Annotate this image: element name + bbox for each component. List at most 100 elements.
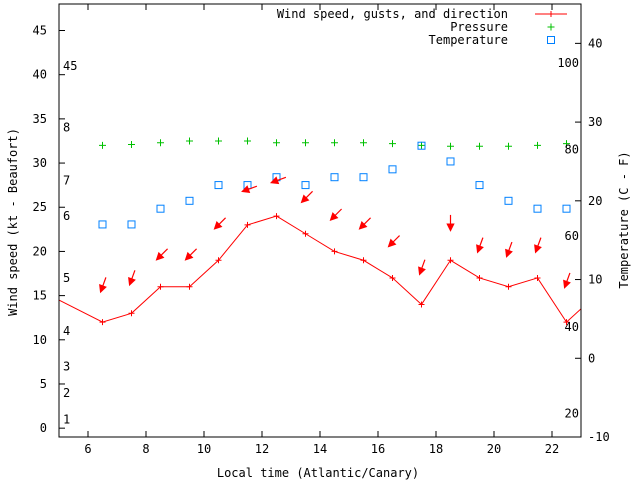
wind-direction-arrow (184, 248, 197, 261)
fahrenheit-label: 40 (565, 320, 579, 334)
wind-speed-point (360, 257, 367, 264)
legend-temperature-marker (547, 36, 555, 44)
wind-direction-arrow (300, 190, 313, 204)
wind-arrow-head (99, 284, 107, 294)
x-tick-label: 12 (255, 442, 269, 456)
wind-speed-point (534, 274, 541, 281)
x-tick-label: 16 (371, 442, 385, 456)
wind-arrow-head (241, 185, 251, 193)
y2-tick-label: 10 (588, 273, 602, 287)
x-tick-label: 18 (429, 442, 443, 456)
wind-arrow-head (387, 238, 397, 248)
wind-direction-arrow (476, 237, 484, 254)
fahrenheit-label: 80 (565, 143, 579, 157)
x-tick-label: 20 (487, 442, 501, 456)
x-tick-label: 6 (84, 442, 91, 456)
pressure-point (534, 141, 541, 149)
pressure-point (389, 140, 396, 148)
wind-direction-arrow (155, 248, 168, 261)
wind-arrow-head (418, 266, 426, 276)
pressure-point (244, 137, 251, 145)
temperature-point (388, 165, 397, 174)
pressure-point (186, 137, 193, 145)
wind-direction-arrow (387, 235, 400, 248)
temperature-point (156, 204, 165, 213)
x-axis-label: Local time (Atlantic/Canary) (217, 466, 419, 480)
wind-arrow-head (534, 244, 542, 254)
pressure-point (476, 142, 483, 150)
wind-speed-point (273, 213, 280, 220)
temperature-point (504, 196, 513, 205)
beaufort-label: 1 (63, 412, 70, 426)
y2-tick-label: 20 (588, 194, 602, 208)
pressure-point (563, 140, 570, 148)
y-tick-label: 0 (40, 421, 47, 435)
legend-label: Temperature (429, 33, 508, 47)
wind-speed-point (157, 283, 164, 290)
wind-speed-point (563, 319, 570, 326)
fahrenheit-label: 20 (565, 406, 579, 420)
wind-speed-point (476, 274, 483, 281)
pressure-point (447, 142, 454, 150)
y-tick-label: 10 (33, 333, 47, 347)
temperature-point (446, 157, 455, 166)
wind-speed-point (505, 283, 512, 290)
y-tick-label: 20 (33, 244, 47, 258)
y-tick-label: 30 (33, 156, 47, 170)
y2-tick-label: 0 (588, 351, 595, 365)
pressure-point (331, 139, 338, 147)
wind-arrow-head (213, 220, 223, 230)
wind-arrow-head (505, 248, 513, 258)
temperature-point (475, 181, 484, 190)
fahrenheit-label: 100 (557, 56, 579, 70)
wind-speed-point (418, 301, 425, 308)
wind-direction-arrow (505, 241, 513, 258)
pressure-point (128, 141, 135, 149)
x-tick-label: 14 (313, 442, 327, 456)
legend-wind-marker (548, 11, 554, 17)
temperature-point (562, 204, 571, 213)
wind-arrow-head (300, 194, 310, 204)
wind-direction-arrow (128, 270, 136, 287)
wind-direction-arrow (213, 217, 226, 230)
beaufort-label: 4 (63, 324, 70, 338)
wind-arrow-head (270, 176, 280, 185)
beaufort-label: 6 (63, 209, 70, 223)
wind-arrow-head (446, 223, 455, 232)
wind-speed-point (447, 257, 454, 264)
x-tick-label: 8 (142, 442, 149, 456)
y-tick-label: 45 (33, 24, 47, 38)
y-axis-label: Wind speed (kt - Beaufort) (6, 128, 20, 316)
wind-arrow-head (184, 251, 194, 261)
pressure-point (215, 137, 222, 145)
wind-speed-point (302, 230, 309, 237)
beaufort-label: 3 (63, 359, 70, 373)
wind-speed-point (215, 257, 222, 264)
wind-direction-arrow (534, 237, 542, 254)
temperature-point (185, 196, 194, 205)
y2-tick-label: 40 (588, 36, 602, 50)
wind-direction-arrow (270, 176, 287, 185)
y-tick-label: 15 (33, 289, 47, 303)
y2-tick-label: -10 (588, 430, 610, 444)
temperature-point (214, 181, 223, 190)
wind-direction-arrow (99, 277, 107, 294)
pressure-point (99, 141, 106, 149)
legend-pressure-marker (547, 23, 555, 31)
temperature-point (533, 204, 542, 213)
pressure-point (360, 139, 367, 147)
wind-arrow-head (358, 220, 368, 230)
wind-arrow-head (563, 279, 571, 289)
wind-arrow-head (329, 212, 339, 221)
x-tick-label: 10 (197, 442, 211, 456)
wind-speed-point (99, 319, 106, 326)
temperature-point (98, 220, 107, 229)
beaufort-label: 5 (63, 271, 70, 285)
legend-label: Wind speed, gusts, and direction (277, 7, 508, 21)
temperature-point (127, 220, 136, 229)
beaufort-label: 8 (63, 121, 70, 135)
wind-direction-arrow (329, 208, 342, 221)
wind-direction-arrow (446, 214, 455, 232)
